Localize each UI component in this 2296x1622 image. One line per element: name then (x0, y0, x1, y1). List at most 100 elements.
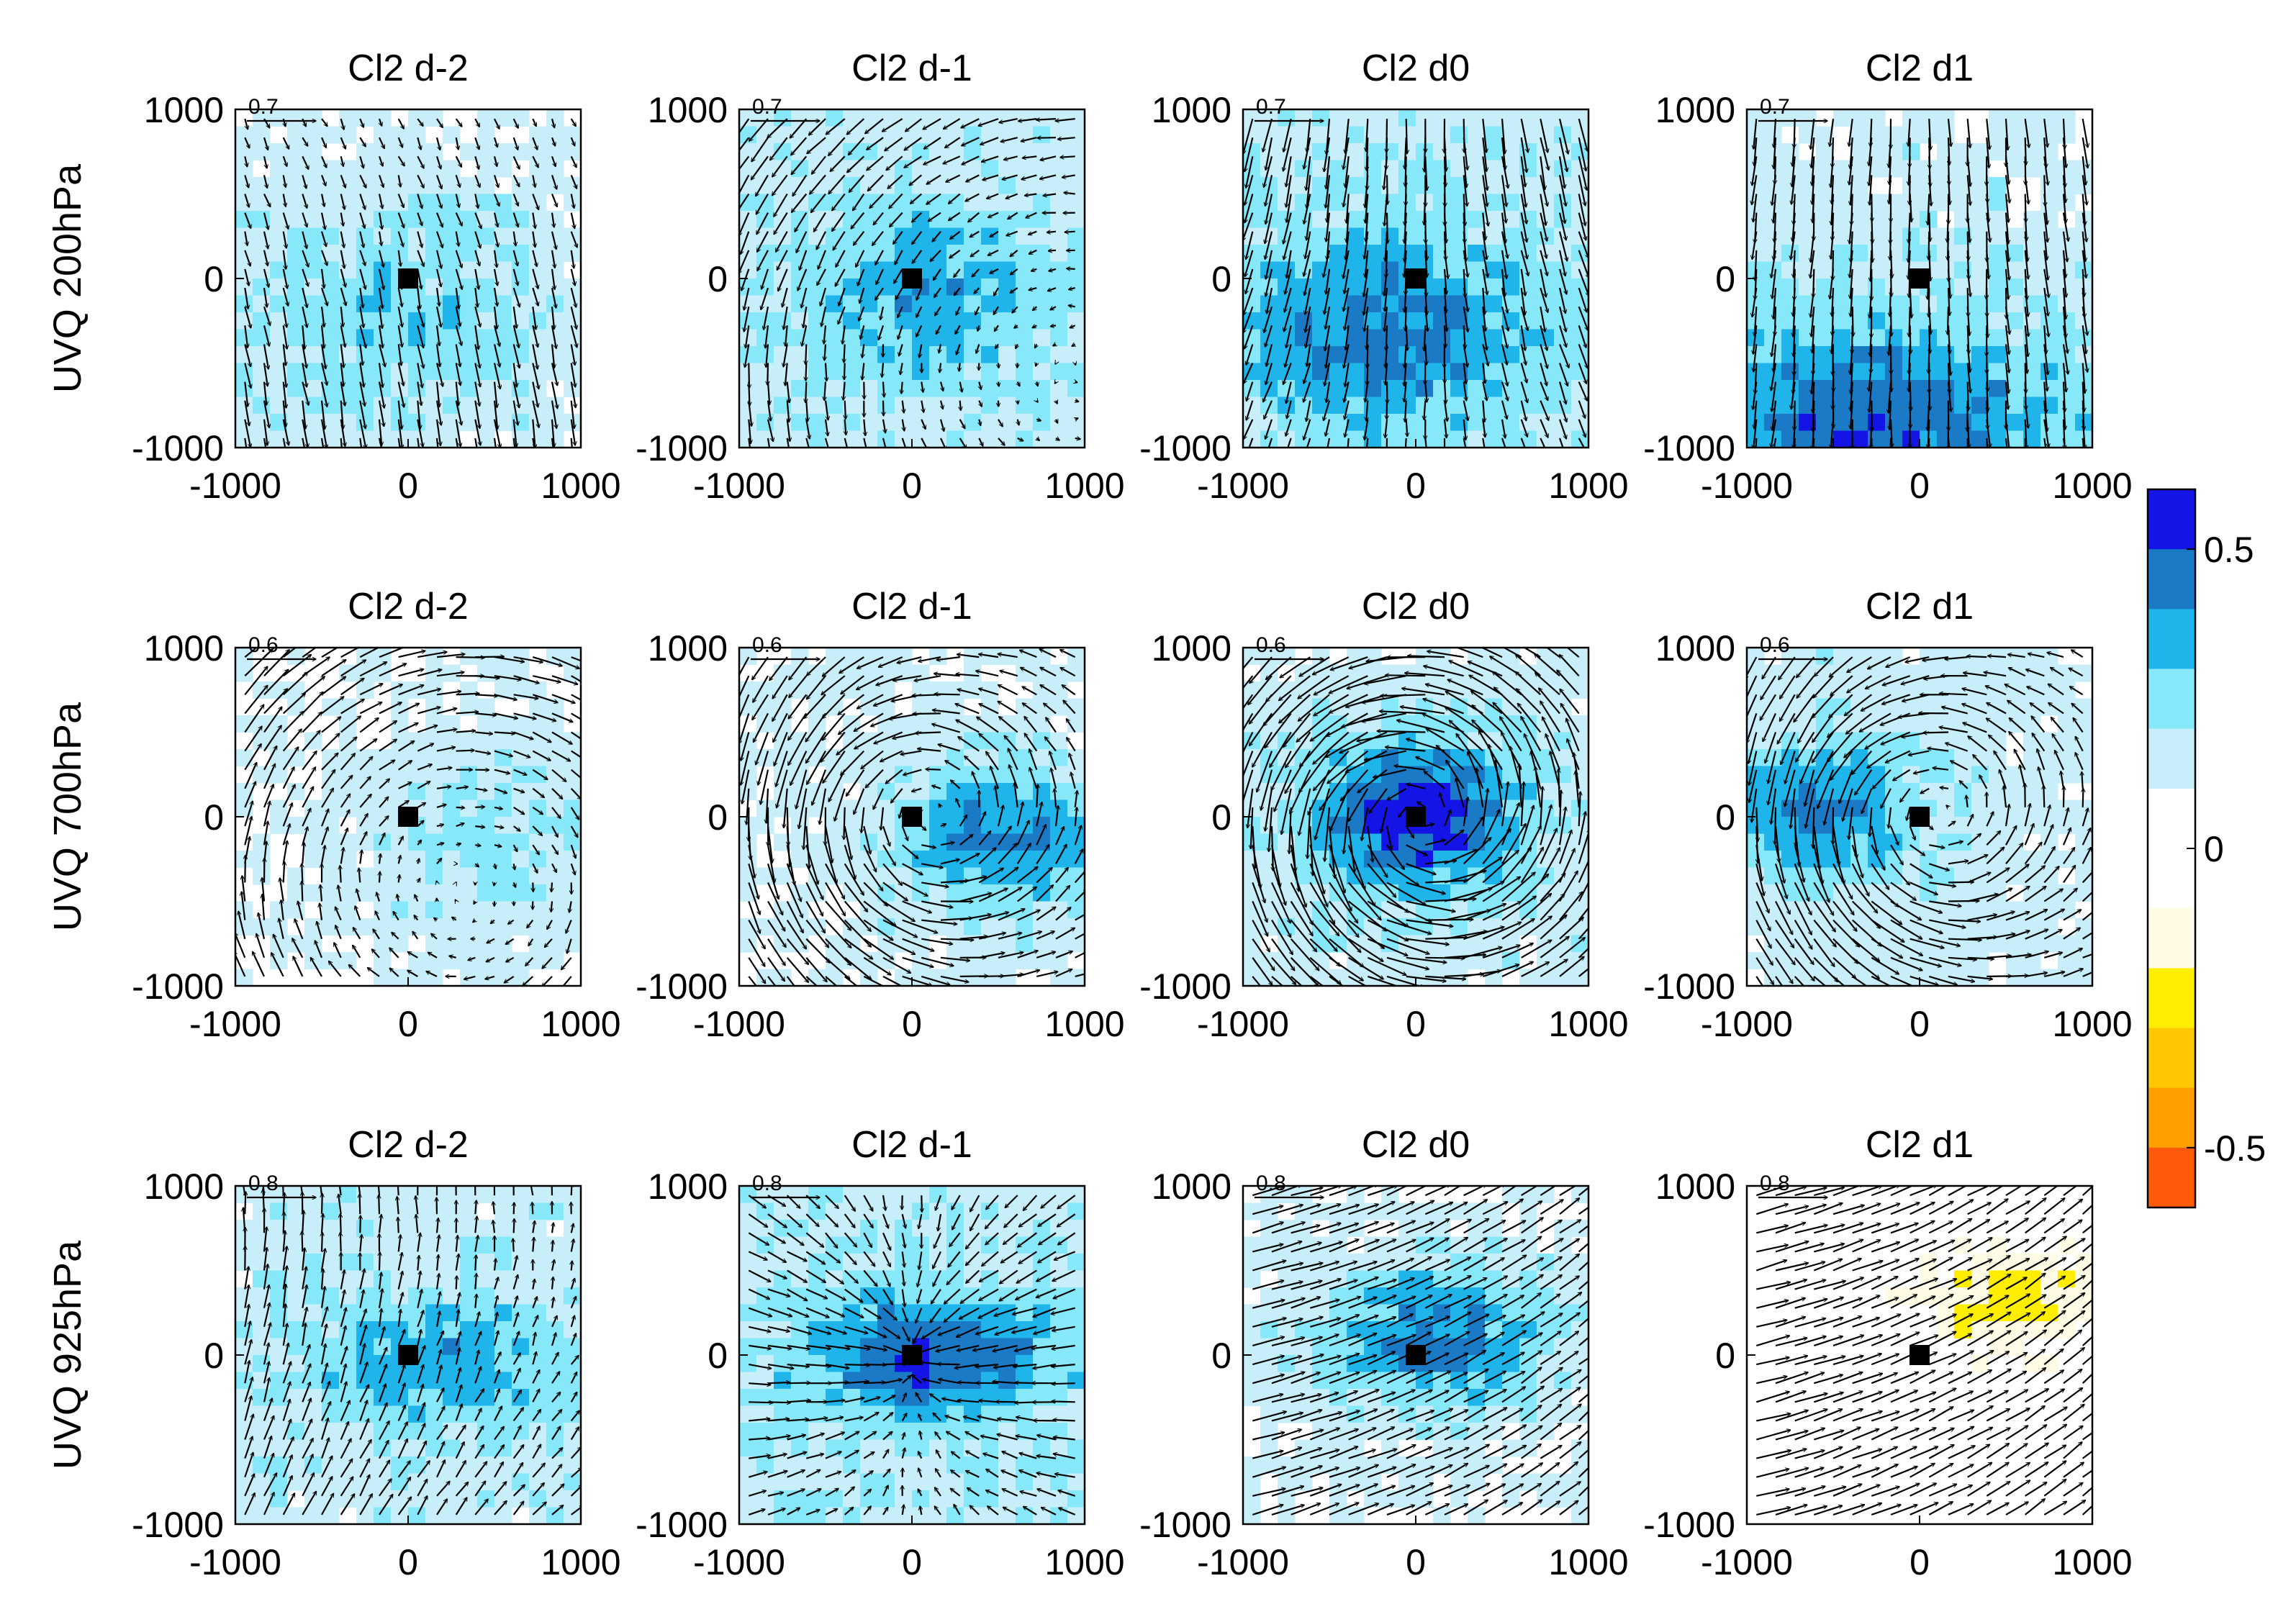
heatmap-cell (253, 143, 271, 161)
heatmap-cell (826, 278, 844, 296)
heatmap-cell (1989, 329, 2007, 347)
flux-vector (767, 363, 768, 386)
heatmap-cell (356, 211, 374, 229)
heatmap-cell (1833, 194, 1851, 212)
heatmap-cell (1347, 194, 1365, 212)
heatmap-cell (1016, 698, 1034, 716)
heatmap-cell (929, 346, 947, 364)
flux-vector (302, 712, 322, 733)
heatmap-cell (1468, 783, 1486, 801)
heatmap-cell (1468, 245, 1486, 263)
heatmap-cell (946, 397, 964, 414)
heatmap-cell (1033, 833, 1051, 851)
flux-vector (1075, 363, 1076, 366)
heatmap-cell (877, 295, 895, 313)
heatmap-cell (408, 211, 426, 229)
heatmap-cell (1329, 749, 1347, 767)
heatmap-cell (1885, 295, 1903, 313)
heatmap-cell (1016, 783, 1034, 801)
heatmap-cell (1398, 952, 1416, 970)
heatmap-cell (2006, 109, 2024, 127)
heatmap-cell (1850, 346, 1868, 364)
heatmap-cell (791, 648, 809, 666)
heatmap-cell (895, 346, 913, 364)
flux-vector (901, 381, 902, 394)
heatmap-cell (477, 715, 495, 733)
heatmap-cell (356, 783, 374, 801)
heatmap-cell (494, 851, 512, 869)
x-tick-label: -1000 (693, 1004, 785, 1044)
heatmap-cell (1033, 346, 1051, 364)
heatmap-cell (826, 227, 844, 245)
heatmap-cell (1033, 935, 1051, 953)
heatmap-cell (1485, 732, 1503, 750)
heatmap-cell (494, 380, 512, 398)
flux-vector (998, 363, 999, 368)
heatmap-cell (425, 715, 443, 733)
heatmap-cell (946, 952, 964, 970)
heatmap-cell (494, 918, 512, 936)
heatmap-cell (1050, 884, 1068, 902)
heatmap-cell (1381, 329, 1399, 347)
heatmap-cell (1347, 278, 1365, 296)
heatmap-cell (1537, 160, 1555, 178)
heatmap-cell (912, 380, 930, 398)
heatmap-cell (1885, 194, 1903, 212)
heatmap-cell (546, 935, 564, 953)
heatmap-cell (512, 177, 530, 195)
heatmap-cell (1747, 833, 1765, 851)
heatmap-cell (1450, 749, 1468, 767)
heatmap-cell (774, 261, 792, 279)
heatmap-cell (1260, 681, 1278, 699)
heatmap-cell (443, 278, 461, 296)
heatmap-cell (2040, 211, 2058, 229)
heatmap-cell (1416, 783, 1434, 801)
flux-vector (551, 882, 552, 892)
heatmap-cell (929, 278, 947, 296)
heatmap-cell (1016, 901, 1034, 919)
heatmap-cell (808, 430, 826, 448)
heatmap-cell (739, 430, 757, 448)
heatmap-cell (774, 766, 792, 784)
heatmap-cell (1850, 363, 1868, 381)
heatmap-cell (912, 194, 930, 212)
heatmap-cell (791, 227, 809, 245)
heatmap-cell (1868, 109, 1886, 127)
heatmap-cell (1989, 295, 2007, 313)
heatmap-cell (356, 681, 374, 699)
heatmap-cell (529, 430, 547, 448)
heatmap-cell (929, 783, 947, 801)
flux-vector (570, 212, 575, 229)
heatmap-cell (1347, 227, 1365, 245)
heatmap-cell (2058, 126, 2076, 144)
heatmap-cell (1067, 278, 1085, 296)
heatmap-cell (304, 160, 322, 178)
heatmap-cell (304, 414, 322, 432)
heatmap-cell (877, 766, 895, 784)
heatmap-cell (964, 227, 982, 245)
heatmap-cell (1485, 749, 1503, 767)
heatmap-cell (1433, 109, 1451, 127)
flux-vector (2024, 438, 2027, 448)
heatmap-cell (877, 783, 895, 801)
heatmap-cell (1433, 851, 1451, 869)
heatmap-cell (1902, 126, 1920, 144)
heatmap-cell (964, 664, 982, 682)
heatmap-cell (1989, 430, 2007, 448)
heatmap-cell (512, 278, 530, 296)
heatmap-cell (929, 397, 947, 414)
heatmap-cell (895, 194, 913, 212)
heatmap-cell (1381, 261, 1399, 279)
heatmap-cell (843, 312, 861, 330)
heatmap-cell (1295, 833, 1313, 851)
heatmap-cell (1033, 851, 1051, 869)
flux-vector (360, 850, 362, 864)
heatmap-cell (1016, 648, 1034, 666)
heatmap-cell (1381, 414, 1399, 432)
heatmap-cell (1067, 363, 1085, 381)
heatmap-cell (374, 901, 392, 919)
flux-vector (456, 807, 465, 808)
heatmap-cell (477, 901, 495, 919)
heatmap-cell (529, 160, 547, 178)
